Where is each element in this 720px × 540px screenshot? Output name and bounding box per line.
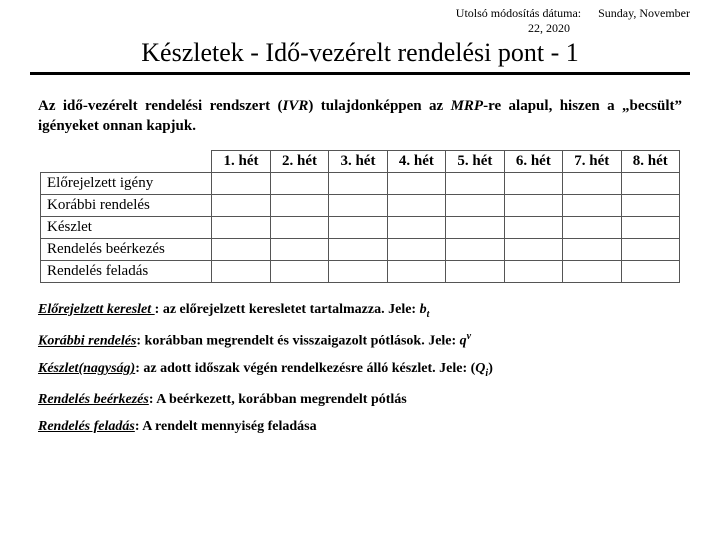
def-rest: : A beérkezett, korábban megrendelt pótl…: [149, 392, 407, 407]
table-body: Előrejelzett igény Korábbi rendelés Kész…: [41, 173, 680, 283]
definitions: Előrejelzett kereslet : az előrejelzett …: [38, 301, 682, 436]
col-header: 7. hét: [563, 151, 621, 173]
def-line: Korábbi rendelés: korábban megrendelt és…: [38, 331, 682, 350]
col-header: 3. hét: [329, 151, 387, 173]
def-tail: ): [488, 361, 493, 376]
def-line: Rendelés beérkezés: A beérkezett, korább…: [38, 391, 682, 409]
def-term: Korábbi rendelés: [38, 334, 136, 349]
def-superscript: v: [467, 331, 471, 342]
def-subscript: t: [427, 309, 430, 320]
def-rest: : az adott időszak végén rendelkezésre á…: [135, 361, 475, 376]
slide-page: Utolsó módosítás dátuma: Sunday, Novembe…: [0, 0, 720, 456]
intro-mid: ) tulajdonképpen az: [308, 98, 450, 114]
def-rest: : korábban megrendelt és visszaigazolt p…: [136, 334, 459, 349]
col-header: 1. hét: [212, 151, 270, 173]
def-term: Előrejelzett kereslet: [38, 302, 155, 317]
table-row: Előrejelzett igény: [41, 173, 680, 195]
def-symbol: b: [420, 302, 427, 317]
planning-table: 1. hét 2. hét 3. hét 4. hét 5. hét 6. hé…: [40, 150, 680, 283]
def-line: Készlet(nagyság): az adott időszak végén…: [38, 360, 682, 380]
def-symbol: q: [460, 334, 467, 349]
meta-label: Utolsó módosítás dátuma:: [456, 6, 581, 21]
row-header: Rendelés feladás: [41, 261, 212, 283]
row-header: Rendelés beérkezés: [41, 239, 212, 261]
table-corner-cell: [41, 151, 212, 173]
def-rest: : az előrejelzett keresletet tartalmazza…: [155, 302, 420, 317]
def-rest: : A rendelt mennyiség feladása: [135, 419, 317, 434]
modification-meta: Utolsó módosítás dátuma: Sunday, Novembe…: [30, 6, 690, 36]
def-term: Készlet(nagyság): [38, 361, 135, 376]
intro-ivr: IVR: [283, 98, 309, 114]
meta-date-2: 22, 2020: [528, 21, 570, 35]
def-term: Rendelés beérkezés: [38, 392, 149, 407]
meta-date-1: Sunday, November: [598, 6, 690, 21]
row-header: Előrejelzett igény: [41, 173, 212, 195]
table-row: Készlet: [41, 217, 680, 239]
table-row: Korábbi rendelés: [41, 195, 680, 217]
row-header: Korábbi rendelés: [41, 195, 212, 217]
col-header: 2. hét: [270, 151, 328, 173]
table-row: Rendelés feladás: [41, 261, 680, 283]
title-underline: [30, 72, 690, 75]
table-header-row: 1. hét 2. hét 3. hét 4. hét 5. hét 6. hé…: [41, 151, 680, 173]
col-header: 5. hét: [446, 151, 504, 173]
col-header: 6. hét: [504, 151, 562, 173]
table-row: Rendelés beérkezés: [41, 239, 680, 261]
intro-pre: Az idő-vezérelt rendelési rendszert (: [38, 98, 283, 114]
intro-mrp: MRP: [451, 98, 484, 114]
col-header: 8. hét: [621, 151, 680, 173]
def-term: Rendelés feladás: [38, 419, 135, 434]
row-header: Készlet: [41, 217, 212, 239]
def-symbol: Q: [475, 361, 485, 376]
def-line: Előrejelzett kereslet : az előrejelzett …: [38, 301, 682, 321]
def-line: Rendelés feladás: A rendelt mennyiség fe…: [38, 418, 682, 436]
page-title: Készletek - Idő-vezérelt rendelési pont …: [30, 38, 690, 72]
col-header: 4. hét: [387, 151, 445, 173]
intro-paragraph: Az idő-vezérelt rendelési rendszert (IVR…: [38, 97, 682, 136]
